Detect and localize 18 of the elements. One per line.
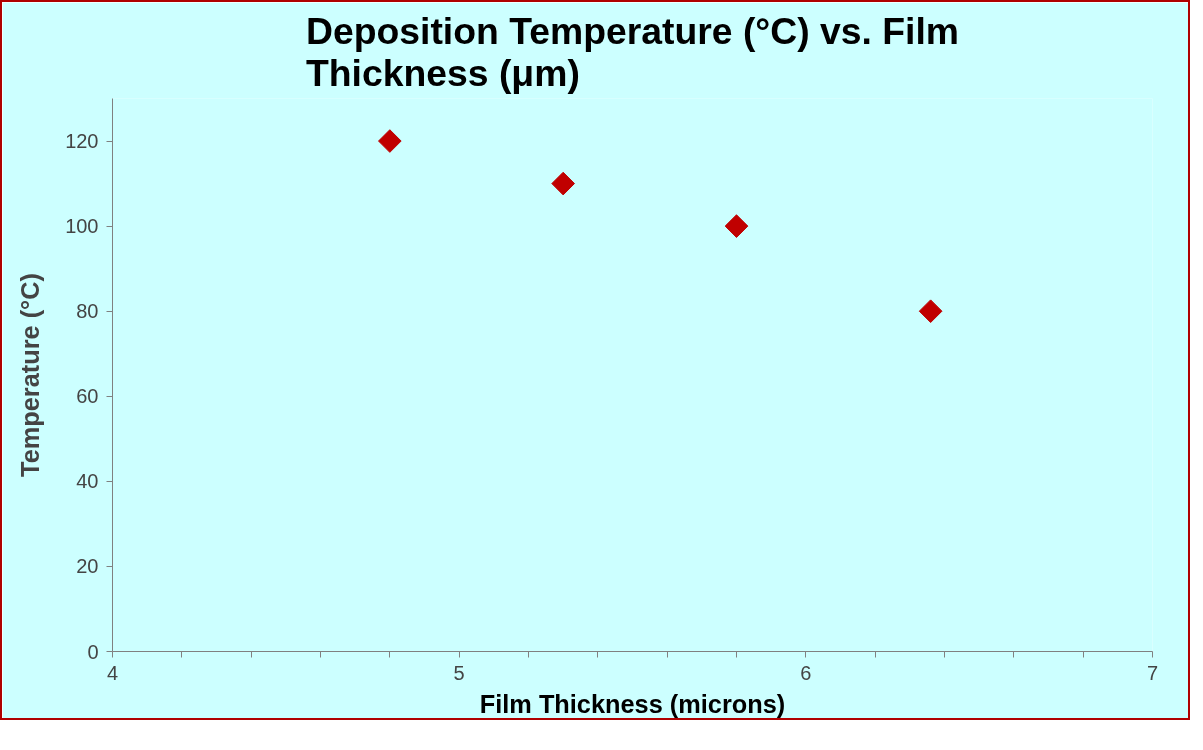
y-tick-label: 0 (87, 640, 99, 663)
x-tick-label: 7 (1146, 661, 1159, 684)
x-tick-label: 6 (800, 661, 812, 684)
x-tick-label: 5 (453, 661, 465, 684)
chart-title: Deposition Temperature (°C) vs. Film Thickness (μm) (305, 9, 960, 94)
y-tick-label: 60 (76, 385, 99, 408)
point (551, 171, 575, 196)
point (918, 299, 943, 324)
y-tick-label: 120 (65, 130, 99, 153)
y-tick-label: 80 (76, 300, 99, 323)
point (378, 129, 402, 153)
y-tick-label: 20 (76, 555, 99, 578)
y-axis-title: Temperature (°C) (16, 273, 45, 477)
y-tick-label: 100 (65, 215, 99, 238)
x-axis-title: Film Thickness (microns) (479, 689, 786, 718)
point (724, 214, 749, 238)
x-tick-label: 4 (106, 661, 119, 684)
y-tick-label: 40 (76, 470, 99, 493)
